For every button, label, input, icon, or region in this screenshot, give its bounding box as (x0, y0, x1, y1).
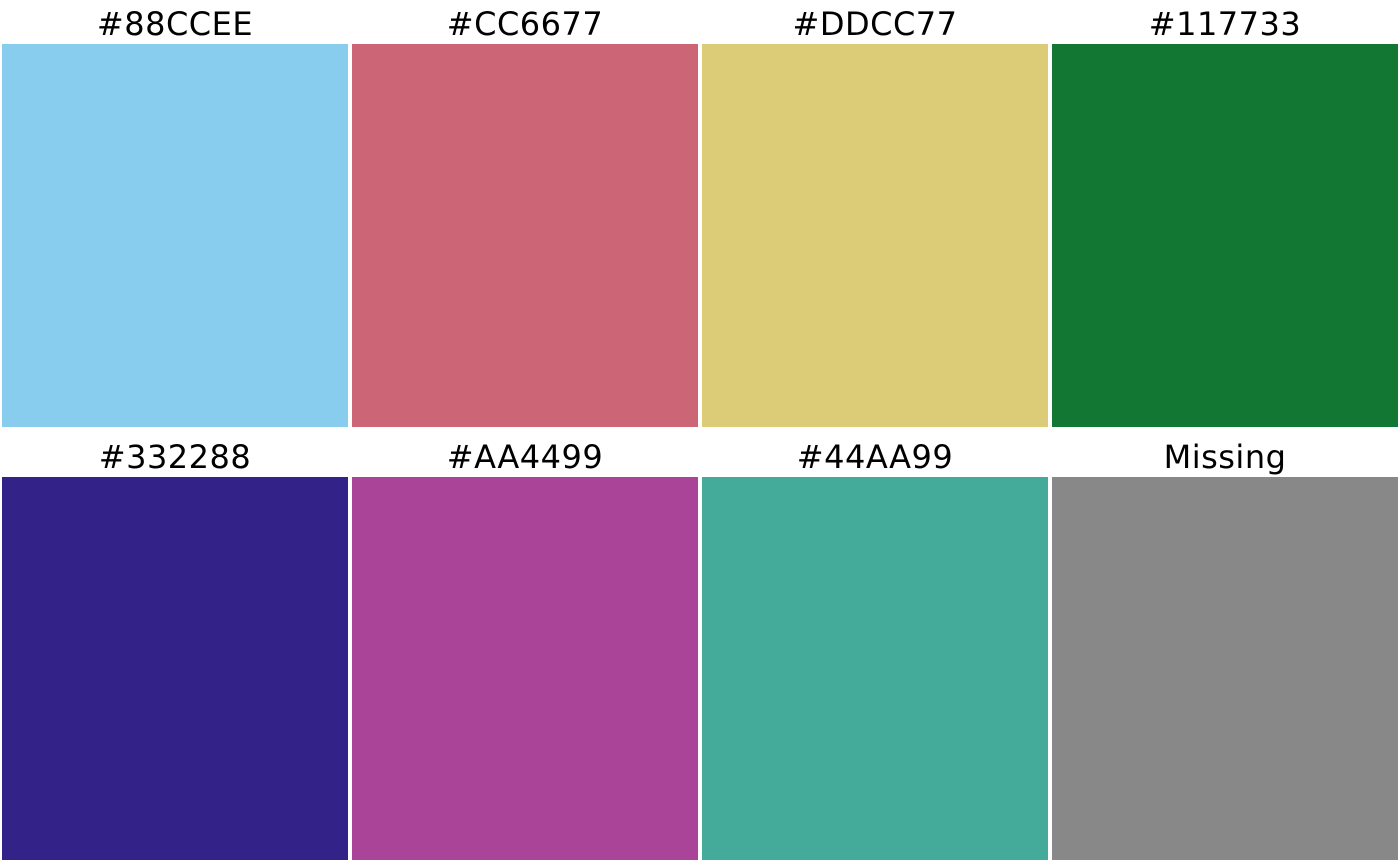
swatch-label: #AA4499 (446, 438, 604, 476)
swatch-label: Missing (1163, 438, 1287, 476)
swatch-label: #117733 (1148, 5, 1302, 43)
swatch-color-block (352, 477, 698, 860)
swatch-color-block (352, 44, 698, 427)
swatch-color-block (1052, 477, 1398, 860)
swatch-color-block (2, 477, 348, 860)
swatch-label: #332288 (98, 438, 252, 476)
swatch-label: #DDCC77 (792, 5, 958, 43)
swatch-color-block (2, 44, 348, 427)
swatch-color-block (702, 477, 1048, 860)
swatch-label: #CC6677 (446, 5, 604, 43)
swatch-label: #44AA99 (796, 438, 954, 476)
swatch-color-block (1052, 44, 1398, 427)
swatch-color-block (702, 44, 1048, 427)
swatch-label: #88CCEE (96, 5, 254, 43)
